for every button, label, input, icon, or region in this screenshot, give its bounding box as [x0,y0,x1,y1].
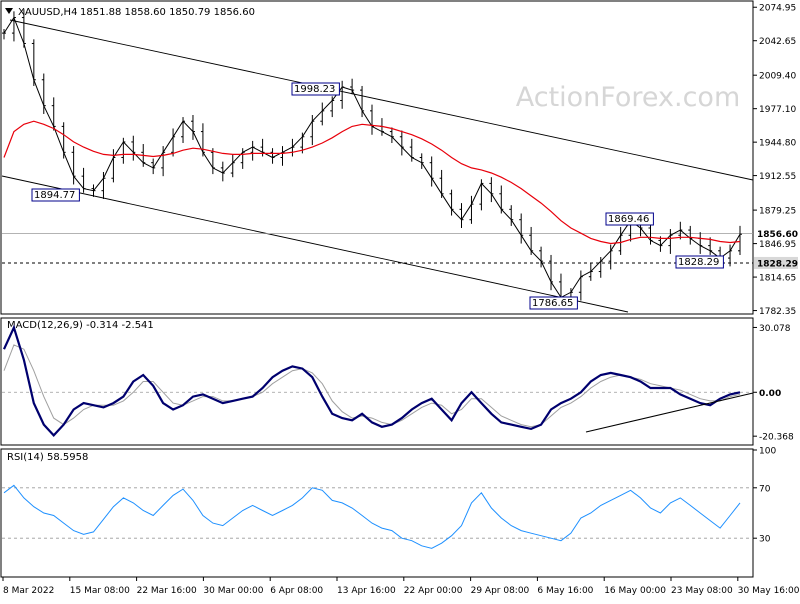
price-y-tick-label: 1944.80 [759,139,796,149]
annotation-label: 1828.29 [678,257,719,268]
macd-main-line [3,324,741,438]
price-y-tick-label: 2042.65 [759,37,796,47]
rsi-panel-frame [0,448,754,578]
macd-panel [2,324,754,438]
annotation-box [675,255,724,269]
price-y-tick-label: 1912.55 [759,172,796,182]
annotation-label: 1894.77 [34,190,75,201]
macd-y-tick-label: -20.368 [759,433,794,443]
annotation-box [291,82,340,96]
x-tick-label: 30 Mar 00:00 [203,586,263,596]
price-y-tick-label: 2009.40 [759,72,796,82]
support-price-tag: 1828.29 [757,259,798,269]
macd-trendline [585,392,754,433]
x-tick-label: 8 Mar 2022 [3,586,54,596]
rsi-line [3,484,741,549]
annotation-label: 1869.46 [608,214,649,225]
header: XAUUSD,H4 1851.88 1858.60 1850.79 1856.6… [5,7,255,18]
annotation-box [605,212,654,226]
x-tick-label: 22 Mar 16:00 [137,586,197,596]
x-tick-label: 6 May 16:00 [537,586,593,596]
rsi-panel [2,484,753,549]
macd-y-tick-label: 30.078 [759,324,791,334]
current-price-tag: 1856.60 [757,230,798,240]
moving-average-line [3,120,741,245]
support-price-tag-bg [754,256,798,269]
rsi-y-tick-label: 30 [759,535,771,545]
rsi-y-tick-label: 70 [759,484,771,494]
macd-signal-line [3,344,741,428]
annotation-label: 1998.23 [294,84,335,95]
annotation-label: 1786.65 [532,298,573,309]
channel-upper-line [9,19,754,181]
x-tick-label: 16 May 00:00 [604,586,666,596]
x-tick-label: 6 Apr 08:00 [270,586,323,596]
x-tick-label: 30 May 16:00 [738,586,800,596]
x-tick-label: 29 Apr 08:00 [471,586,530,596]
macd-y-tick-label: 0.00 [759,389,781,399]
current-price-tag-bg [754,227,798,240]
annotation-box [31,188,80,202]
axes: 2074.95 2042.65 2009.40 1977.10 1944.80 1912.… [2,4,800,596]
x-tick-label: 23 May 08:00 [671,586,733,596]
x-tick-label: 13 Apr 16:00 [337,586,396,596]
x-tick-label: 22 Apr 00:00 [404,586,463,596]
annotation-box [529,296,578,310]
price-y-tick-label: 1782.35 [759,307,796,317]
price-y-tick-label: 1977.10 [759,105,796,115]
price-bars [2,9,742,304]
price-panel-frame [0,0,754,315]
price-panel: 1998.23 1894.77 1869.46 1828.29 1786.65 [1,9,754,313]
macd-panel-frame [0,317,754,446]
channel-lower-line [1,175,629,313]
symbol-label: XAUUSD,H4 [18,7,77,18]
x-tick-label: 15 Mar 08:00 [70,586,130,596]
price-y-tick-label: 1846.95 [759,240,796,250]
price-close-line [3,16,741,299]
dropdown-triangle-icon[interactable] [5,8,13,14]
rsi-title: RSI(14) 58.5958 [7,452,88,463]
ohlc-values: 1851.88 1858.60 1850.79 1856.60 [80,7,255,18]
price-y-tick-label: 2074.95 [759,4,796,14]
macd-title: MACD(12,26,9) -0.314 -2.541 [7,320,154,331]
price-y-tick-label: 1879.25 [759,207,796,217]
price-y-tick-label: 1814.65 [759,274,796,284]
watermark: ActionForex.com [516,82,741,113]
rsi-y-tick-label: 100 [759,447,776,457]
